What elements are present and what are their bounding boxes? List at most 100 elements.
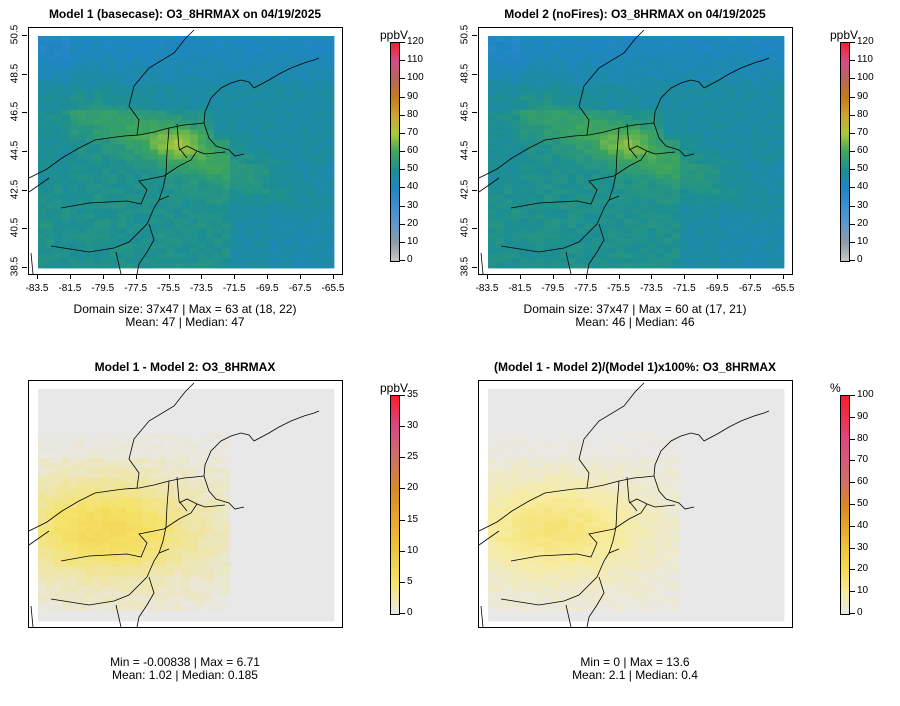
grid-cell [54,413,63,420]
grid-cell [118,393,127,400]
grid-cell [94,537,103,543]
grid-cell [286,477,295,484]
grid-cell [54,448,63,454]
grid-cell [214,258,223,264]
grid-cell [86,467,95,474]
grid-cell [720,154,729,160]
grid-cell [728,149,737,155]
grid-cell [752,40,761,47]
grid-cell [768,65,777,71]
grid-cell [134,95,143,101]
grid-cell [688,189,697,195]
grid-cell [126,179,135,185]
grid-cell [608,105,617,111]
grid-cell [86,532,95,538]
grid-cell [182,144,191,150]
grid-cell [262,40,271,47]
grid-cell [246,556,255,563]
grid-cell [704,218,713,224]
grid-cell [584,233,593,239]
grid-cell [110,253,119,259]
grid-cell [86,487,95,494]
grid-cell [230,398,239,405]
grid-cell [102,517,111,523]
grid-cell [134,492,143,498]
grid-cell [496,159,505,165]
grid-cell [94,408,103,415]
grid-cell [214,492,223,498]
grid-cell [174,203,183,210]
grid-cell [102,179,111,185]
grid-cell [214,546,223,553]
grid-cell [62,393,71,400]
grid-cell [190,223,199,229]
grid-cell [680,223,689,229]
grid-cell [246,443,255,449]
grid-cell [206,453,215,459]
grid-cell [736,243,745,249]
grid-cell [504,223,513,229]
grid-cell [512,105,521,111]
grid-cell [102,223,111,229]
grid-cell [110,393,119,400]
grid-cell [166,418,175,424]
grid-cell [584,154,593,160]
grid-cell [118,487,127,494]
grid-cell [238,40,247,47]
grid-cell [174,238,183,244]
grid-cell [198,55,207,62]
grid-cell [94,174,103,180]
grid-cell [230,164,239,170]
grid-cell [648,90,657,96]
grid-cell [664,223,673,229]
grid-cell [182,233,191,239]
grid-cell [222,85,231,91]
grid-cell [318,389,327,395]
boundary-line [646,150,676,155]
grid-cell [214,248,223,254]
grid-cell [552,243,561,249]
grid-cell [592,139,601,145]
grid-cell [158,551,167,558]
grid-cell [110,472,119,479]
grid-cell [744,139,753,145]
map-frame [28,380,343,628]
grid-cell [262,253,271,259]
grid-cell [118,80,127,86]
grid-cell [768,184,777,190]
grid-cell [238,517,247,523]
stats-line-2: Mean: 47 | Median: 47 [125,315,245,329]
grid-cell [198,463,207,469]
x-tick [333,274,334,279]
grid-cell [230,218,239,224]
grid-cell [326,149,335,155]
grid-cell [544,174,553,180]
grid-cell [70,492,79,498]
grid-cell [310,203,319,210]
grid-cell [262,467,271,474]
grid-cell [142,70,151,76]
grid-cell [182,546,191,553]
grid-cell [182,110,191,116]
grid-cell [222,105,231,111]
boundary-line [115,251,122,274]
grid-cell [768,70,777,76]
grid-cell [512,149,521,155]
grid-cell [182,174,191,180]
grid-cell [198,50,207,57]
grid-cell [270,95,279,101]
grid-cell [222,497,231,503]
grid-cell [776,55,785,62]
grid-cell [214,184,223,190]
grid-cell [688,149,697,155]
grid-cell [520,36,529,42]
grid-cell [142,159,151,165]
grid-cell [174,184,183,190]
grid-cell [744,223,753,229]
grid-cell [150,423,159,429]
grid-cell [294,134,303,141]
grid-cell [568,60,577,67]
grid-cell [46,40,55,47]
grid-cell [552,184,561,190]
grid-cell [206,228,215,234]
